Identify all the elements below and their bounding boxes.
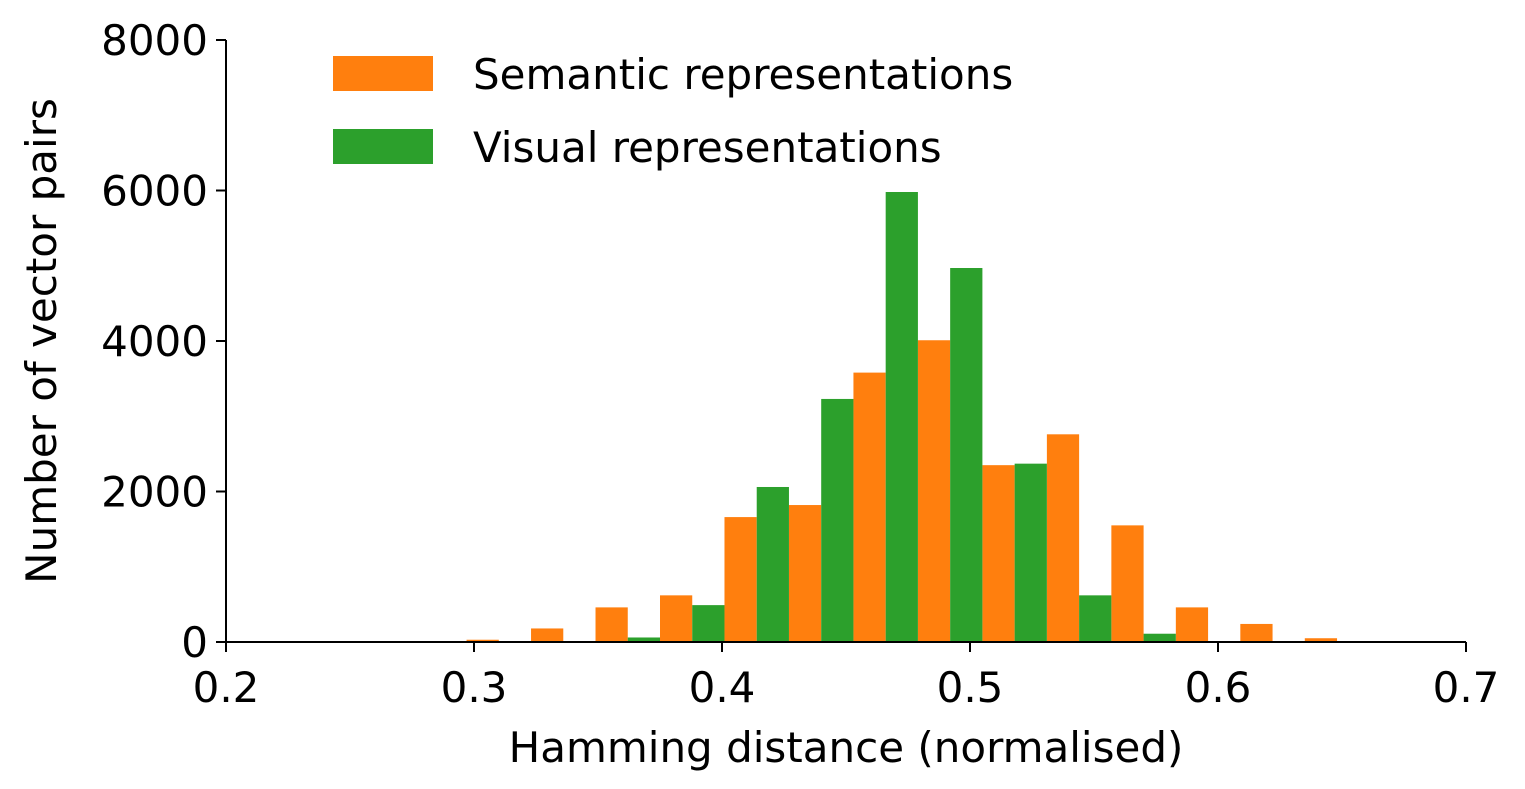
y-tick-label-0: 0 (181, 618, 208, 667)
bar-semantic-0 (466, 639, 499, 642)
legend: Semantic representations Visual represent… (333, 50, 1013, 172)
bar-semantic-8 (982, 465, 1015, 642)
x-tick-label-2: 0.4 (689, 663, 756, 712)
bar-visual-10 (1143, 633, 1176, 642)
y-tick-label-2: 4000 (101, 317, 208, 366)
y-tick-label-3: 6000 (101, 167, 208, 216)
x-tick-label-3: 0.5 (937, 663, 1004, 712)
bar-visual-7 (950, 268, 983, 642)
legend-label-0: Semantic representations (473, 50, 1013, 99)
bar-semantic-6 (853, 372, 886, 642)
bar-semantic-1 (531, 628, 564, 642)
x-tick-label-4: 0.6 (1185, 663, 1252, 712)
y-tick-label-4: 8000 (101, 16, 208, 65)
y-ticks: 0 2000 4000 6000 8000 (101, 16, 226, 667)
bar-semantic-5 (788, 505, 822, 642)
x-ticks: 0.2 0.3 0.4 0.5 0.6 0.7 (193, 642, 1500, 712)
bar-visual-2 (627, 637, 660, 642)
bar-visual-8 (1014, 463, 1047, 642)
y-tick-label-1: 2000 (101, 468, 208, 517)
y-axis-title: Number of vector pairs (17, 98, 66, 584)
bar-semantic-4 (724, 517, 757, 642)
bar-semantic-10 (1111, 525, 1144, 642)
bar-visual-5 (821, 398, 854, 642)
x-tick-label-1: 0.3 (441, 663, 508, 712)
bar-visual-6 (885, 192, 918, 642)
bar-semantic-12 (1240, 623, 1273, 642)
x-tick-label-0: 0.2 (193, 663, 260, 712)
bar-semantic-11 (1175, 607, 1209, 642)
legend-swatch-0 (333, 56, 433, 91)
legend-swatch-1 (333, 129, 433, 164)
bar-visual-9 (1079, 595, 1112, 642)
bar-semantic-13 (1304, 638, 1338, 642)
bar-semantic-3 (660, 595, 693, 642)
bar-visual-3 (692, 605, 725, 642)
x-tick-label-5: 0.7 (1433, 663, 1500, 712)
bar-semantic-9 (1046, 434, 1080, 642)
bars-layer (466, 192, 1338, 642)
x-axis-title: Hamming distance (normalised) (509, 723, 1184, 772)
bar-visual-4 (756, 486, 789, 642)
bar-semantic-2 (595, 607, 628, 642)
legend-label-1: Visual representations (473, 123, 942, 172)
bar-semantic-7 (917, 340, 951, 642)
